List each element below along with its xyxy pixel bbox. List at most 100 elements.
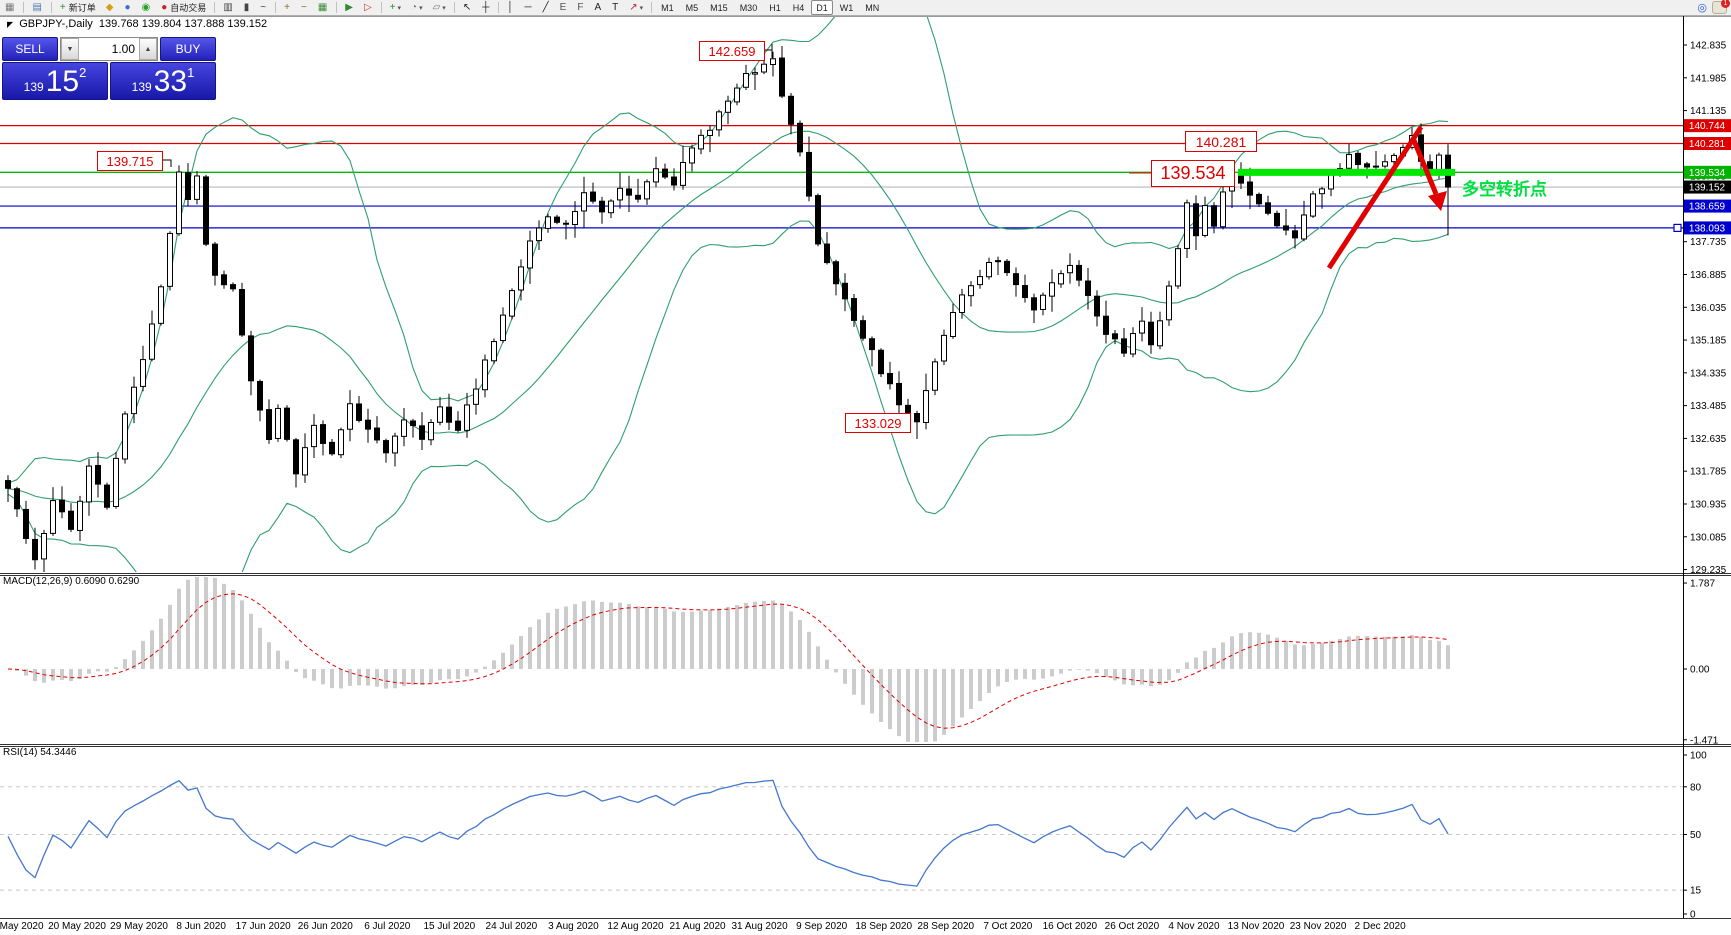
fibonacci-icon[interactable]: F	[573, 0, 588, 15]
svg-text:0.00: 0.00	[1690, 665, 1710, 676]
line-handle[interactable]	[1673, 223, 1682, 232]
line-chart-icon[interactable]: ~	[256, 0, 271, 15]
timeframe-d1-button[interactable]: D1	[811, 0, 833, 15]
horizontal-line-icon[interactable]: ─	[521, 0, 537, 15]
toolbar-separator	[23, 2, 25, 13]
price-badge-139.534	[1684, 165, 1731, 179]
market-watch-icon[interactable]: ▤	[28, 0, 46, 15]
svg-text:3 Aug 2020: 3 Aug 2020	[548, 921, 599, 932]
equidistant-channel-icon[interactable]: E	[556, 0, 572, 15]
svg-text:130.085: 130.085	[1690, 532, 1727, 543]
signals-icon: ◉	[141, 1, 151, 13]
trend-arrow-up[interactable]	[1326, 125, 1424, 270]
vertical-line-icon[interactable]: │	[503, 0, 518, 15]
svg-text:80: 80	[1690, 782, 1702, 793]
price-badge-140.744	[1684, 119, 1731, 133]
chart-window-icon[interactable]: ▦	[1, 0, 19, 15]
svg-text:28 Sep 2020: 28 Sep 2020	[917, 921, 974, 932]
macd-plot	[7, 577, 1450, 742]
timeframe-mn-button[interactable]: MN	[865, 2, 880, 13]
timeframe-m30-button[interactable]: M30	[739, 2, 758, 13]
timeframe-h4-button[interactable]: H4	[792, 2, 805, 13]
svg-text:133.485: 133.485	[1690, 401, 1727, 412]
svg-text:26 Jun 2020: 26 Jun 2020	[298, 921, 353, 932]
timeframe-h1-button[interactable]: H1	[769, 2, 781, 13]
volume-increase-button[interactable]: ▲	[139, 38, 157, 60]
arrows-icon: ↗	[629, 1, 638, 13]
price-badge-140.281	[1684, 137, 1731, 151]
svg-text:6 Jul 2020: 6 Jul 2020	[364, 921, 411, 932]
low-price-label[interactable]: 133.029	[845, 413, 911, 433]
search-icon[interactable]: ◎	[1697, 2, 1707, 14]
svg-text:134.335: 134.335	[1690, 368, 1727, 379]
experts-icon[interactable]: ◆	[102, 0, 119, 15]
period-icon[interactable]: ◔ ▾	[407, 0, 427, 15]
buy-price-sup: 1	[187, 65, 195, 80]
timeframe-m1-button[interactable]: M1	[661, 2, 674, 13]
sell-price-prefix: 139	[23, 80, 44, 94]
candlestick-chart-icon: ▮	[243, 1, 250, 13]
svg-text:138.093: 138.093	[1689, 223, 1726, 234]
trend-arrow-down[interactable]	[1410, 137, 1439, 195]
candlestick-chart-icon[interactable]: ▮	[240, 0, 255, 15]
buy-button[interactable]: BUY	[160, 37, 216, 61]
timeframe-m5-button[interactable]: M5	[685, 2, 699, 13]
buy-price-box[interactable]: 139 33 1	[110, 62, 216, 100]
zoom-in-icon[interactable]: +	[280, 0, 295, 15]
svg-text:2 Dec 2020: 2 Dec 2020	[1355, 921, 1407, 932]
trendline-icon[interactable]: ╱	[539, 0, 554, 15]
new-order-button: +	[59, 1, 66, 13]
high-price-label[interactable]: 142.659	[699, 41, 765, 61]
resistance-price-label[interactable]: 140.281	[1185, 131, 1257, 152]
auto-scroll-icon: ▶	[345, 1, 353, 13]
svg-text:-1.471: -1.471	[1690, 735, 1719, 746]
template-icon[interactable]: ▱ ▾	[429, 0, 450, 15]
price-axis[interactable]: 142.835141.985141.135140.285139.435138.5…	[1673, 41, 1731, 921]
new-order-button[interactable]: + 新订单	[56, 0, 100, 15]
volume-input[interactable]	[79, 38, 139, 60]
svg-text:140.744: 140.744	[1689, 121, 1726, 132]
pivot-point-note[interactable]: 多空转折点	[1462, 180, 1547, 199]
toolbar-separator	[380, 2, 382, 13]
chat-icon[interactable]: ●	[120, 0, 135, 15]
symbol-period-label: GBPJPY-,Daily	[19, 18, 93, 30]
text-label-icon[interactable]: T	[608, 0, 623, 15]
arrows-icon[interactable]: ↗ ▾	[625, 0, 647, 15]
chart-shift-icon[interactable]: ▷	[360, 0, 377, 15]
signals-icon[interactable]: ◉	[138, 0, 156, 15]
dropdown-arrow-icon: ▾	[442, 4, 446, 12]
cursor-icon[interactable]: ↖	[459, 0, 476, 15]
add-indicator-icon[interactable]: + ▾	[386, 0, 405, 15]
timeframe-m15-button[interactable]: M15	[710, 2, 728, 13]
timeframe-w1-button[interactable]: W1	[839, 2, 854, 13]
auto-scroll-icon[interactable]: ▶	[341, 0, 358, 15]
svg-text:23 Nov 2020: 23 Nov 2020	[1290, 921, 1347, 932]
support-price-label[interactable]: 139.534	[1151, 160, 1235, 187]
rsi-line	[7, 779, 1449, 887]
volume-decrease-button[interactable]: ▼	[61, 38, 79, 60]
bar-chart-icon[interactable]: ▥	[219, 0, 237, 15]
svg-text:24 Jul 2020: 24 Jul 2020	[486, 921, 538, 932]
notifications-icon[interactable]: 1	[1712, 0, 1730, 14]
autotrade-button[interactable]: ● 自动交易	[157, 0, 210, 15]
text-icon[interactable]: A	[590, 0, 606, 15]
svg-text:142.835: 142.835	[1690, 41, 1727, 52]
svg-text:129.235: 129.235	[1690, 565, 1727, 576]
toolbar-separator	[50, 2, 52, 13]
june-high-price-label[interactable]: 139.715	[97, 151, 163, 171]
date-axis[interactable]: 11 May 2020 20 May 2020 29 May 2020 8 Jun 2…	[0, 921, 1406, 932]
macd-indicator-label: MACD(12,26,9) 0.6090 0.6290	[3, 576, 140, 587]
sell-button[interactable]: SELL	[2, 37, 58, 61]
main-toolbar: ▦ ▤ + 新订单 ◆ ● ◉ ● 自动交易 ▥ ▮ ~ + − ▦ ▶ ▷ + ▾ ◔ ▾ ▱ ▾ ↖ ┼ │ ─ ╱ E F A T ↗ ▾ M…	[0, 0, 1731, 16]
rsi-indicator-label: RSI(14) 54.3446	[3, 747, 77, 758]
crosshair-icon[interactable]: ┼	[478, 0, 494, 15]
chat-icon: ●	[124, 1, 131, 13]
sell-price-box[interactable]: 139 15 2	[2, 62, 108, 100]
zoom-out-icon[interactable]: −	[297, 0, 312, 15]
toolbar-separator	[275, 2, 277, 13]
svg-text:132.635: 132.635	[1690, 434, 1727, 445]
tile-windows-icon[interactable]: ▦	[314, 0, 332, 15]
